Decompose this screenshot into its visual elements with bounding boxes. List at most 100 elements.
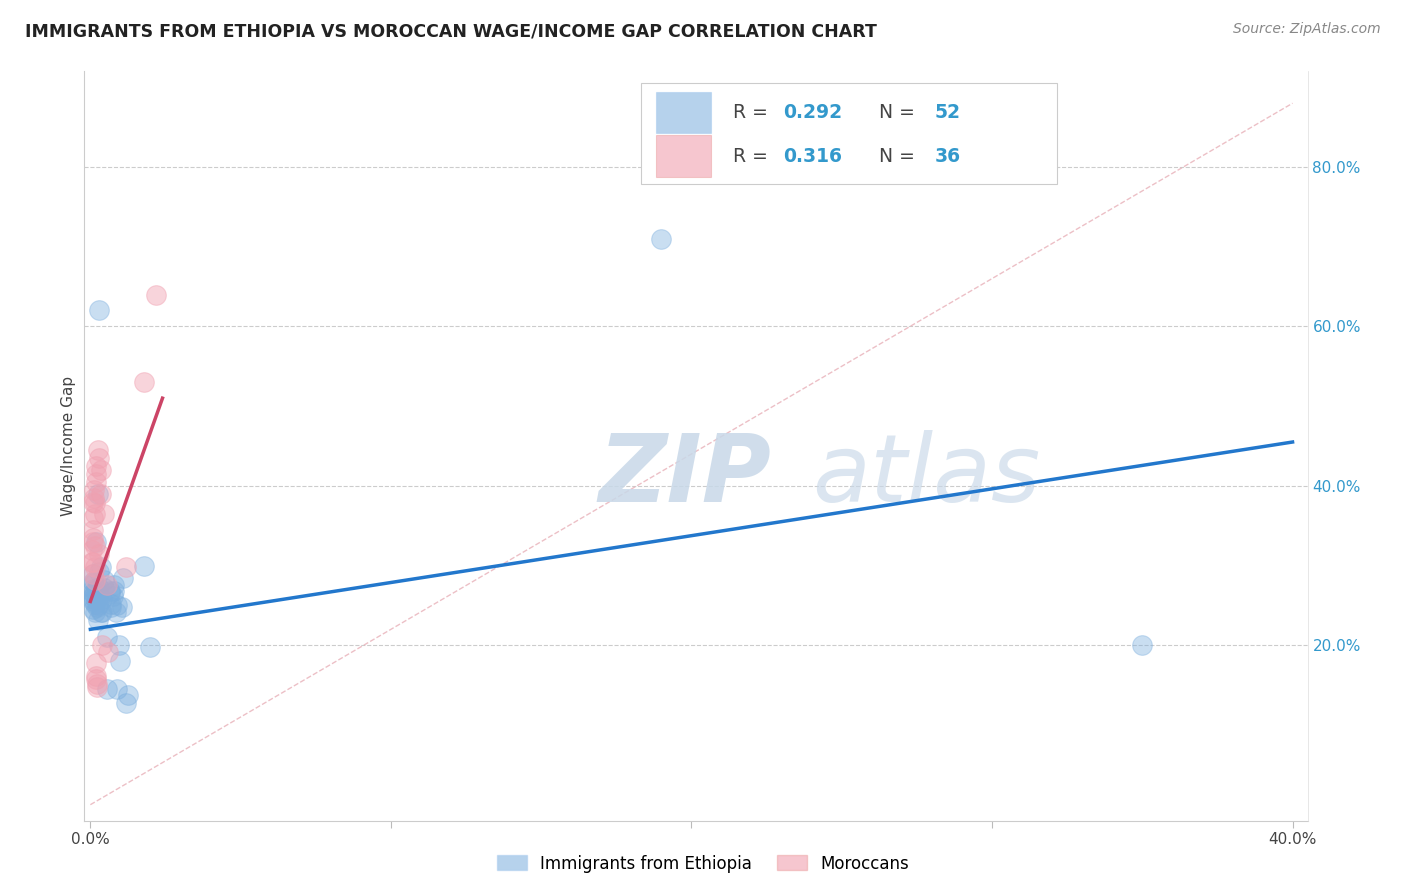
Point [87,613,110,627]
Point [91,592,114,607]
Point [82,510,104,524]
Text: R =: R = [733,103,773,122]
Point [87,442,110,457]
Point [82,582,104,597]
Point [83,584,105,599]
Point [96,682,118,697]
Point [83,539,105,553]
Point [98,584,121,599]
Point [82,555,104,569]
Point [90,560,112,574]
Point [83,496,105,510]
Point [82,589,104,603]
Point [82,602,104,616]
Text: 0.292: 0.292 [783,103,842,122]
Point [90,605,112,619]
Point [145,287,167,301]
Point [110,654,132,668]
Point [89,450,111,465]
Point [86,600,108,615]
Point [104,605,127,619]
Point [97,645,120,659]
Point [89,303,111,318]
Point [83,605,105,619]
Point [86,592,108,607]
Point [87,487,110,501]
FancyBboxPatch shape [655,136,710,177]
Point [83,483,105,497]
Point [82,542,104,557]
Point [101,589,124,603]
Point [86,458,108,473]
Point [84,668,107,682]
Text: Source: ZipAtlas.com: Source: ZipAtlas.com [1233,22,1381,37]
Point [83,597,105,611]
Point [82,523,104,537]
Point [89,547,111,561]
Text: N =: N = [880,103,921,122]
Point [86,467,108,481]
Legend: Immigrants from Ethiopia, Moroccans: Immigrants from Ethiopia, Moroccans [491,848,915,880]
Point [93,581,115,595]
Text: 0.316: 0.316 [783,146,842,166]
Point [84,672,107,686]
Point [82,555,104,569]
Point [108,638,131,652]
Point [83,560,105,574]
FancyBboxPatch shape [655,92,710,133]
Point [90,463,112,477]
Point [103,578,125,592]
Text: IMMIGRANTS FROM ETHIOPIA VS MOROCCAN WAGE/INCOME GAP CORRELATION CHART: IMMIGRANTS FROM ETHIOPIA VS MOROCCAN WAG… [25,22,877,40]
Point [83,507,105,521]
Point [86,676,108,690]
Point [134,558,156,573]
Point [84,656,107,670]
Point [82,574,104,589]
Point [82,594,104,608]
Point [82,534,104,549]
Point [650,232,672,246]
Point [83,491,105,505]
Text: R =: R = [733,146,773,166]
Point [87,599,110,613]
Point [134,376,156,390]
Point [86,680,108,694]
Point [90,487,112,501]
Point [139,640,162,654]
Point [83,587,105,601]
Point [82,566,104,581]
Point [100,597,122,611]
Point [93,573,115,587]
Point [96,578,118,592]
Point [86,582,108,597]
Point [83,576,105,591]
Point [115,696,138,710]
Point [89,565,111,579]
Text: 52: 52 [935,103,960,122]
Point [103,584,125,599]
Point [115,560,138,574]
Text: atlas: atlas [813,431,1040,522]
FancyBboxPatch shape [641,83,1057,184]
Point [93,507,115,521]
Text: N =: N = [880,146,921,166]
Text: 36: 36 [935,146,960,166]
Point [98,586,121,600]
Point [87,591,110,605]
Point [86,534,108,549]
Point [107,682,129,697]
Point [86,475,108,489]
Text: ZIP: ZIP [598,430,770,522]
Point [96,630,118,644]
Point [82,586,104,600]
Point [82,592,104,607]
Point [82,531,104,545]
Point [1130,638,1153,652]
Point [91,638,114,652]
Point [100,600,122,615]
Point [91,605,114,619]
Point [111,600,134,615]
Point [83,573,105,587]
Point [107,599,129,613]
Point [82,566,104,581]
